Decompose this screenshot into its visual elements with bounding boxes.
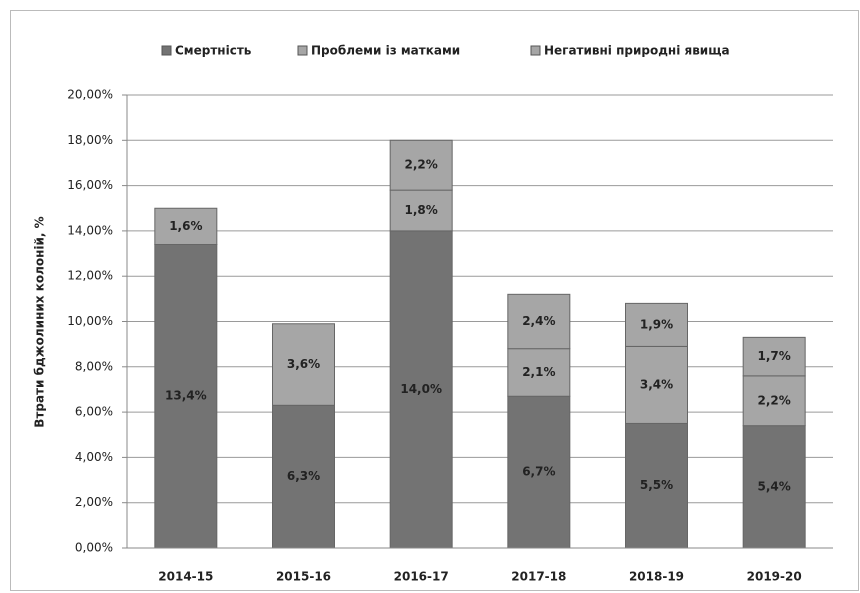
data-label: 6,3% (287, 469, 320, 483)
bar-segment (507, 293, 571, 350)
y-tick-label: 8,00% (75, 359, 113, 373)
legend-label: Негативні природні явища (544, 44, 730, 58)
legend-label: Проблеми із матками (311, 44, 460, 58)
bar-segment (742, 336, 806, 377)
data-label: 2,2% (758, 393, 791, 407)
y-tick-label: 18,00% (67, 133, 113, 147)
legend-swatch (161, 45, 172, 56)
y-tick-label: 12,00% (67, 269, 113, 283)
bar-segment (625, 345, 688, 424)
bar-segment (154, 207, 218, 245)
legend-label: Смертність (175, 44, 252, 58)
data-label: 2,1% (522, 365, 555, 379)
data-label: 13,4% (165, 389, 207, 403)
data-label: 1,7% (758, 349, 791, 363)
y-tick-label: 6,00% (75, 405, 113, 419)
y-tick-label: 14,00% (67, 223, 113, 237)
y-tick-label: 4,00% (75, 450, 113, 464)
data-label: 1,6% (169, 219, 202, 233)
bar-segment (154, 243, 218, 549)
x-tick-label: 2019-20 (747, 570, 802, 584)
data-label: 5,4% (758, 479, 791, 493)
bar-segment (389, 189, 453, 232)
data-label: 3,6% (287, 357, 320, 371)
data-label: 3,4% (640, 377, 673, 391)
legend-swatch (530, 45, 541, 56)
y-tick-label: 20,00% (67, 88, 113, 102)
bar-segment (507, 348, 571, 397)
x-tick-label: 2016-17 (394, 570, 449, 584)
data-label: 2,2% (405, 158, 438, 172)
y-axis-label: Втрати бджолиних колоній, % (33, 216, 47, 427)
data-label: 1,8% (405, 203, 438, 217)
data-label: 6,7% (522, 465, 555, 479)
bar-segment (272, 323, 335, 406)
legend-swatch (297, 45, 308, 56)
y-tick-label: 0,00% (75, 541, 113, 555)
data-label: 2,4% (522, 314, 555, 328)
y-tick-label: 2,00% (75, 495, 113, 509)
y-tick-label: 10,00% (67, 314, 113, 328)
x-tick-label: 2017-18 (511, 570, 566, 584)
bar-segment (389, 139, 453, 191)
bar-segment (272, 404, 335, 549)
x-tick-label: 2018-19 (629, 570, 684, 584)
data-label: 1,9% (640, 317, 673, 331)
data-label: 14,0% (400, 382, 442, 396)
bar-segment (507, 395, 571, 549)
data-label: 5,5% (640, 478, 673, 492)
bar-segment (625, 302, 688, 347)
x-tick-label: 2014-15 (158, 570, 213, 584)
y-tick-label: 16,00% (67, 178, 113, 192)
bar-segment (389, 230, 453, 549)
x-tick-label: 2015-16 (276, 570, 331, 584)
